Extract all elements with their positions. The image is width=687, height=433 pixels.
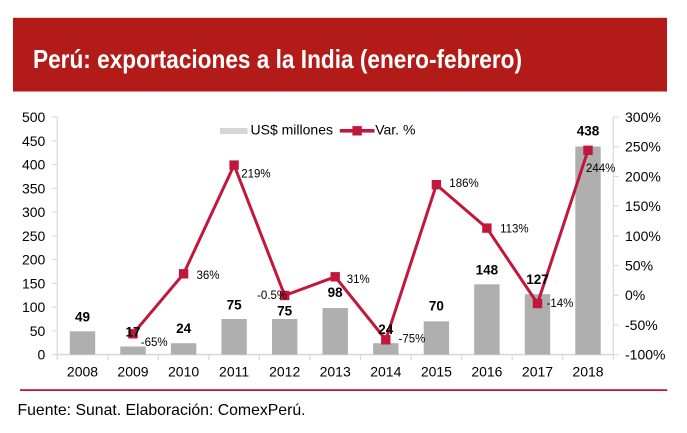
svg-text:148: 148	[476, 262, 499, 277]
svg-text:100: 100	[22, 299, 46, 315]
svg-text:98: 98	[328, 285, 344, 300]
svg-text:Var. %: Var. %	[375, 122, 415, 138]
svg-text:219%: 219%	[241, 169, 270, 181]
svg-text:300%: 300%	[625, 109, 661, 125]
svg-text:2018: 2018	[572, 364, 603, 380]
svg-text:24: 24	[176, 321, 192, 336]
svg-text:-75%: -75%	[399, 333, 426, 345]
svg-text:2015: 2015	[421, 364, 452, 380]
svg-text:350: 350	[22, 180, 46, 196]
svg-text:244%: 244%	[586, 163, 615, 175]
svg-text:200: 200	[22, 252, 46, 268]
svg-text:17: 17	[125, 325, 140, 340]
svg-text:438: 438	[577, 124, 600, 139]
svg-text:500: 500	[22, 109, 46, 125]
svg-text:400: 400	[22, 157, 46, 173]
svg-text:250: 250	[22, 228, 46, 244]
svg-text:2008: 2008	[67, 364, 98, 380]
svg-text:70: 70	[429, 298, 444, 313]
svg-text:113%: 113%	[500, 224, 529, 236]
svg-text:450: 450	[22, 133, 46, 149]
svg-text:250%: 250%	[625, 139, 661, 155]
svg-text:2011: 2011	[219, 364, 249, 380]
svg-text:2017: 2017	[522, 364, 553, 380]
svg-text:-50%: -50%	[625, 317, 658, 333]
svg-text:150%: 150%	[625, 198, 661, 214]
svg-text:0: 0	[38, 347, 46, 363]
svg-text:2012: 2012	[269, 364, 300, 380]
svg-text:36%: 36%	[197, 270, 220, 282]
svg-text:24: 24	[378, 322, 394, 337]
svg-text:186%: 186%	[449, 178, 478, 190]
svg-text:-100%: -100%	[625, 347, 665, 363]
svg-text:150: 150	[22, 275, 46, 291]
svg-text:Fuente: Sunat. Elaboración: Co: Fuente: Sunat. Elaboración: ComexPerú.	[18, 402, 306, 419]
svg-text:2009: 2009	[117, 364, 148, 380]
svg-text:2010: 2010	[168, 364, 199, 380]
svg-text:0%: 0%	[625, 287, 645, 303]
svg-text:75: 75	[227, 298, 243, 313]
svg-text:31%: 31%	[347, 274, 370, 286]
svg-text:127: 127	[526, 272, 549, 287]
svg-text:2014: 2014	[370, 364, 401, 380]
svg-text:50%: 50%	[625, 258, 653, 274]
svg-text:-0.5%: -0.5%	[257, 290, 287, 302]
svg-text:Perú: exportaciones a la India: Perú: exportaciones a la India (enero-fe…	[33, 46, 522, 74]
svg-text:50: 50	[30, 323, 46, 339]
svg-text:49: 49	[75, 310, 90, 325]
svg-text:300: 300	[22, 204, 46, 220]
svg-text:US$ millones: US$ millones	[251, 122, 333, 138]
svg-text:75: 75	[277, 304, 293, 319]
svg-text:2016: 2016	[471, 364, 502, 380]
svg-text:2013: 2013	[320, 364, 351, 380]
svg-text:-65%: -65%	[141, 337, 168, 349]
svg-text:100%: 100%	[625, 228, 661, 244]
svg-text:200%: 200%	[625, 168, 661, 184]
svg-text:-14%: -14%	[547, 298, 574, 310]
